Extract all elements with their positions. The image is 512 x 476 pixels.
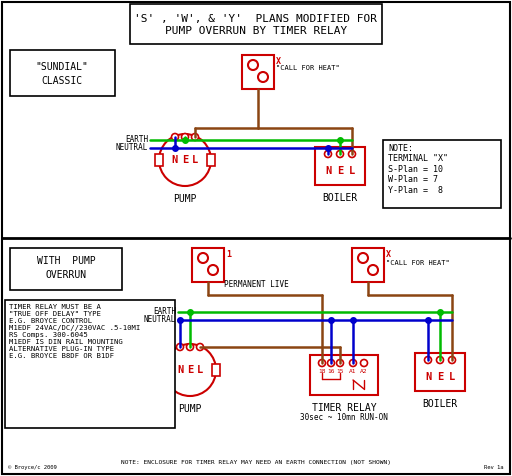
Circle shape: [177, 344, 183, 350]
Circle shape: [360, 359, 368, 367]
Text: TIMER RELAY MUST BE A
"TRUE OFF DELAY" TYPE
E.G. BROYCE CONTROL
M1EDF 24VAC/DC//: TIMER RELAY MUST BE A "TRUE OFF DELAY" T…: [9, 304, 140, 359]
Text: X: X: [386, 250, 391, 259]
Text: A2: A2: [360, 369, 368, 374]
Text: 18: 18: [318, 369, 326, 374]
Bar: [10, 50, 115, 96]
Text: PUMP OVERRUN BY TIMER RELAY: PUMP OVERRUN BY TIMER RELAY: [165, 26, 347, 36]
Text: TIMER RELAY: TIMER RELAY: [312, 403, 376, 413]
Circle shape: [248, 60, 258, 70]
Bar: [212, 364, 220, 376]
Circle shape: [336, 359, 344, 367]
Circle shape: [258, 72, 268, 82]
Circle shape: [328, 359, 334, 367]
Text: N: N: [325, 166, 331, 176]
Circle shape: [186, 344, 194, 350]
Circle shape: [350, 359, 356, 367]
Text: "SUNDIAL": "SUNDIAL": [35, 62, 89, 72]
Bar: [310, 355, 378, 395]
Circle shape: [349, 150, 355, 158]
Text: E: E: [187, 365, 193, 375]
Text: PUMP: PUMP: [173, 194, 197, 204]
Circle shape: [437, 357, 443, 364]
Text: X: X: [276, 57, 281, 66]
Text: L: L: [192, 155, 198, 165]
Text: L: L: [197, 365, 203, 375]
Circle shape: [191, 133, 199, 140]
Bar: [192, 248, 224, 282]
Text: N: N: [425, 372, 431, 382]
Text: NOTE: ENCLOSURE FOR TIMER RELAY MAY NEED AN EARTH CONNECTION (NOT SHOWN): NOTE: ENCLOSURE FOR TIMER RELAY MAY NEED…: [121, 460, 391, 465]
Circle shape: [208, 265, 218, 275]
Text: EARTH: EARTH: [125, 135, 148, 143]
Text: 15: 15: [336, 369, 344, 374]
Circle shape: [325, 150, 331, 158]
Circle shape: [368, 265, 378, 275]
Text: 16: 16: [327, 369, 335, 374]
Text: Rev 1a: Rev 1a: [484, 465, 504, 470]
Bar: [315, 147, 365, 185]
Text: PUMP: PUMP: [178, 404, 202, 414]
Text: NEUTRAL: NEUTRAL: [144, 315, 176, 324]
Text: 'S' , 'W', & 'Y'  PLANS MODIFIED FOR: 'S' , 'W', & 'Y' PLANS MODIFIED FOR: [135, 14, 377, 24]
Bar: [352, 248, 384, 282]
Text: CLASSIC: CLASSIC: [41, 76, 82, 86]
Text: © Broyce/c 2009: © Broyce/c 2009: [8, 465, 57, 470]
Text: A1: A1: [349, 369, 357, 374]
Circle shape: [159, 134, 211, 186]
Text: PERMANENT LIVE: PERMANENT LIVE: [224, 280, 288, 289]
Text: L: L: [449, 372, 455, 382]
Text: 1: 1: [226, 250, 231, 259]
Bar: [383, 140, 501, 208]
Bar: [155, 154, 163, 166]
Bar: [5, 300, 175, 428]
Circle shape: [424, 357, 432, 364]
Text: OVERRUN: OVERRUN: [46, 270, 87, 280]
Text: E: E: [437, 372, 443, 382]
Circle shape: [198, 253, 208, 263]
Circle shape: [449, 357, 456, 364]
Circle shape: [318, 359, 326, 367]
Text: E: E: [337, 166, 343, 176]
Circle shape: [336, 150, 344, 158]
Bar: [207, 154, 215, 166]
Text: N: N: [177, 365, 183, 375]
Text: L: L: [349, 166, 355, 176]
Text: E: E: [182, 155, 188, 165]
Circle shape: [197, 344, 203, 350]
Circle shape: [164, 344, 216, 396]
Circle shape: [358, 253, 368, 263]
Bar: [160, 364, 168, 376]
Text: WITH  PUMP: WITH PUMP: [37, 256, 95, 266]
Bar: [242, 55, 274, 89]
Circle shape: [181, 133, 188, 140]
Circle shape: [172, 133, 179, 140]
Text: NOTE:
TERMINAL "X"
S-Plan = 10
W-Plan = 7
Y-Plan =  8: NOTE: TERMINAL "X" S-Plan = 10 W-Plan = …: [388, 144, 448, 195]
Text: EARTH: EARTH: [153, 307, 176, 316]
Bar: [130, 4, 382, 44]
Text: "CALL FOR HEAT": "CALL FOR HEAT": [276, 65, 340, 71]
Text: BOILER: BOILER: [323, 193, 357, 203]
Text: "CALL FOR HEAT": "CALL FOR HEAT": [386, 260, 450, 266]
Bar: [10, 248, 122, 290]
Text: N: N: [172, 155, 178, 165]
Text: NEUTRAL: NEUTRAL: [116, 142, 148, 151]
Text: BOILER: BOILER: [422, 399, 458, 409]
Bar: [415, 353, 465, 391]
Text: 30sec ~ 10mn RUN-ON: 30sec ~ 10mn RUN-ON: [300, 413, 388, 422]
